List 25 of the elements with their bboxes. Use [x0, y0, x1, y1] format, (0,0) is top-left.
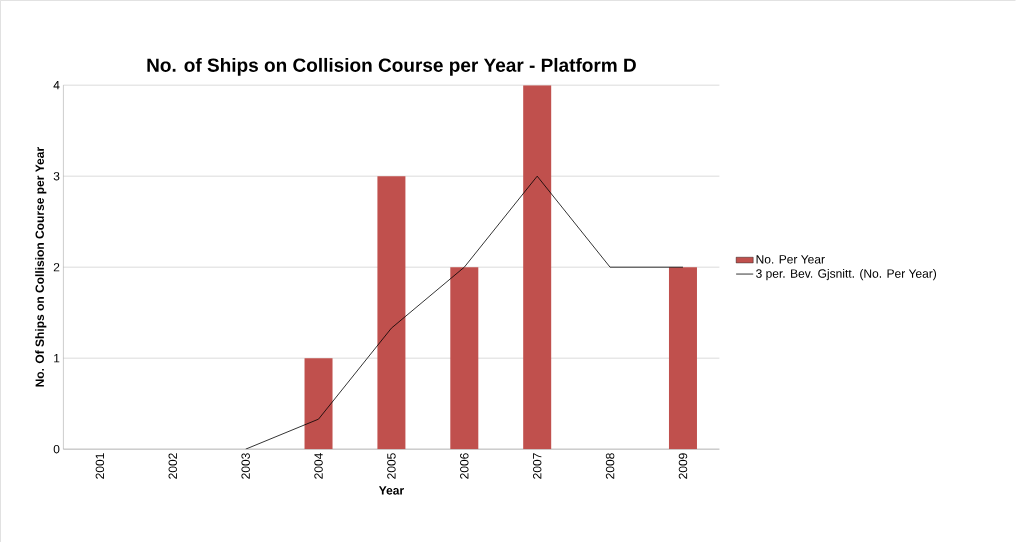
bar: [523, 85, 552, 450]
line-series: [245, 175, 684, 450]
y-tick-label: 1: [54, 353, 60, 363]
x-tick-label: 2007: [532, 453, 542, 479]
x-tick-label: 2009: [678, 453, 688, 479]
legend-label: No. Per Year: [756, 255, 825, 264]
x-tick-label: 2001: [95, 453, 105, 479]
bar: [450, 267, 479, 450]
x-tick-label: 2006: [460, 453, 469, 479]
x-tick-label: 2005: [387, 453, 396, 479]
x-tick-label: 2008: [605, 453, 615, 479]
y-tick-label: 4: [53, 80, 60, 90]
x-tick-label: 2003: [241, 453, 250, 479]
x-tick-label: 2004: [314, 452, 323, 479]
x-axis-title: Year: [378, 486, 404, 495]
chart-title: No. of Ships on Collision Course per Year - Platform D: [147, 57, 636, 76]
y-axis-title: No. Of Ships on Collision Course per Year: [35, 147, 47, 387]
y-tick-label: 3: [53, 171, 60, 181]
bar: [377, 176, 406, 450]
bar: [668, 267, 697, 450]
y-tick-label: 0: [53, 444, 60, 454]
legend-label: 3 per. Bev. Gjsnitt. (No. Per Year): [756, 268, 937, 281]
y-tick-label: 2: [53, 262, 60, 272]
bar: [304, 358, 333, 450]
x-tick-label: 2002: [168, 453, 177, 479]
